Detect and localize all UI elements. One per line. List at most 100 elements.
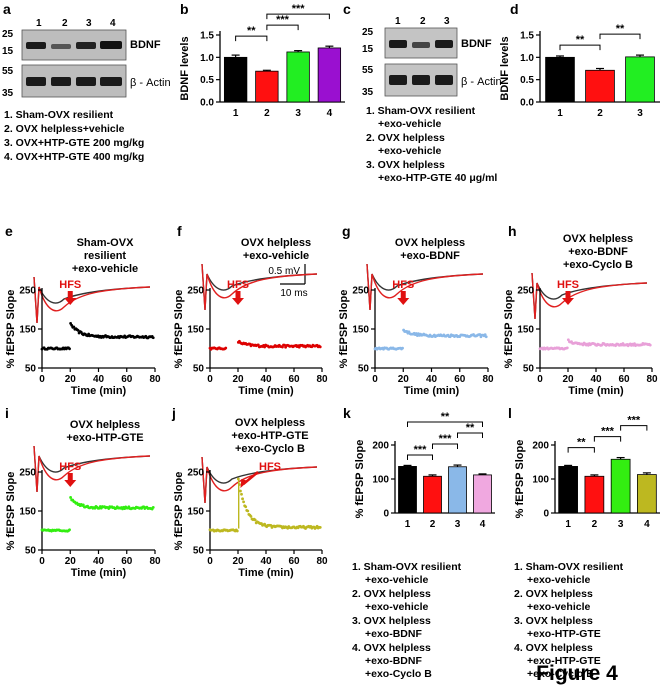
data-point [68, 528, 71, 532]
x-tick-label: 4 [327, 108, 333, 119]
panel-letter-g: g [342, 223, 351, 239]
y-axis-label: % fEPSP Slope [338, 290, 350, 369]
hfs-arrowhead [397, 298, 410, 305]
x-tick-label: 3 [455, 519, 461, 530]
mw-marker: 35 [362, 87, 374, 98]
bar [423, 475, 442, 514]
mw-marker: 15 [362, 44, 374, 55]
sig-label: ** [441, 411, 450, 423]
sig-label: *** [439, 433, 453, 445]
x-tick-label: 80 [482, 374, 494, 385]
x-tick-label: 1 [405, 519, 411, 530]
hfs-arrow [67, 473, 73, 480]
x-tick-label: 40 [93, 556, 105, 567]
y-axis-label: % fEPSP Slope [354, 440, 366, 519]
sig-label: *** [601, 426, 615, 438]
band [412, 42, 430, 48]
panel-letter-i: i [5, 405, 9, 421]
panel-title: +exo-vehicle [243, 250, 309, 262]
panel-title: OVX helpless [395, 237, 465, 249]
x-tick-label: 40 [260, 556, 272, 567]
x-tick-label: 40 [260, 374, 272, 385]
sig-label: *** [292, 3, 306, 15]
data-point [76, 328, 80, 332]
y-tick-label: 0.0 [200, 98, 214, 109]
hfs-label: HFS [227, 279, 249, 291]
band [389, 75, 407, 85]
bar [625, 56, 655, 103]
y-tick-label: 1.5 [520, 31, 534, 42]
mw-marker: 25 [2, 29, 14, 40]
panel-letter-k: k [343, 405, 351, 421]
x-tick-label: 80 [149, 556, 161, 567]
y-tick-label: 50 [25, 364, 37, 375]
sig-bracket [266, 13, 330, 20]
data-point [242, 500, 246, 504]
y-tick-label: 250 [19, 468, 36, 479]
y-tick-label: 250 [187, 468, 204, 479]
y-axis-label: % fEPSP Slope [173, 290, 185, 369]
sig-bracket [599, 33, 641, 40]
y-tick-label: 100 [372, 475, 389, 486]
x-tick-label: 40 [590, 374, 602, 385]
sig-bracket [407, 454, 433, 461]
y-tick-label: 200 [532, 441, 549, 452]
bar [584, 475, 605, 514]
legend-line: +exo-vehicle [378, 145, 441, 157]
western-blot-a: 1 2 3 4 25 15 BDNF 55 35 β - Actin 1. Sh… [2, 18, 171, 163]
data-point [72, 325, 76, 329]
y-tick-label: 1.0 [200, 53, 214, 64]
panel-letter-l: l [508, 405, 512, 421]
x-tick-label: 40 [93, 374, 105, 385]
x-tick-label: 60 [454, 374, 466, 385]
x-tick-label: 2 [430, 519, 436, 530]
panel-letter-e: e [5, 223, 13, 239]
data-point [81, 503, 85, 507]
sig-label: ** [576, 34, 585, 46]
hfs-arrow [565, 291, 571, 298]
hfs-label: HFS [59, 279, 81, 291]
data-point [478, 333, 482, 336]
panel-letter-j: j [171, 405, 176, 421]
hfs-arrowhead [64, 480, 77, 487]
y-tick-label: 50 [193, 546, 205, 557]
hfs-arrow [235, 291, 241, 298]
lane-label: 3 [86, 18, 92, 29]
x-tick-label: 0 [537, 374, 543, 385]
blot-label-actin: β - Actin [461, 76, 502, 88]
legend-line: +exo-vehicle [527, 601, 590, 613]
sig-bracket [620, 425, 648, 431]
x-tick-label: 0 [39, 556, 45, 567]
data-point [484, 335, 488, 339]
x-tick-label: 80 [316, 556, 328, 567]
data-point [239, 489, 242, 493]
y-tick-label: 150 [19, 507, 36, 518]
fepsp-trace [33, 445, 151, 493]
sig-bracket [235, 35, 268, 42]
bar [545, 56, 575, 103]
sig-bracket [457, 432, 483, 439]
bar [317, 47, 342, 103]
data-point [235, 529, 239, 533]
y-tick-label: 1.5 [200, 31, 214, 42]
x-tick-label: 20 [398, 374, 410, 385]
band [76, 42, 96, 49]
y-tick-label: 150 [517, 325, 534, 336]
band [435, 75, 453, 85]
x-tick-label: 4 [644, 519, 650, 530]
sig-label: ** [616, 23, 625, 35]
x-tick-label: 80 [149, 374, 161, 385]
legend-line: 3. OVX helpless [366, 159, 445, 171]
panel-letter-c: c [343, 1, 351, 17]
y-tick-label: 1.0 [520, 53, 534, 64]
panel-title: Sham-OVX [77, 237, 135, 249]
mw-marker: 55 [362, 65, 374, 76]
sig-label: *** [276, 14, 290, 26]
bar [558, 466, 578, 514]
x-tick-label: 3 [637, 108, 643, 119]
data-point [401, 346, 404, 350]
panel-title: +exo-HTP-GTE [66, 432, 143, 444]
data-point [318, 525, 322, 529]
mw-marker: 15 [2, 46, 14, 57]
